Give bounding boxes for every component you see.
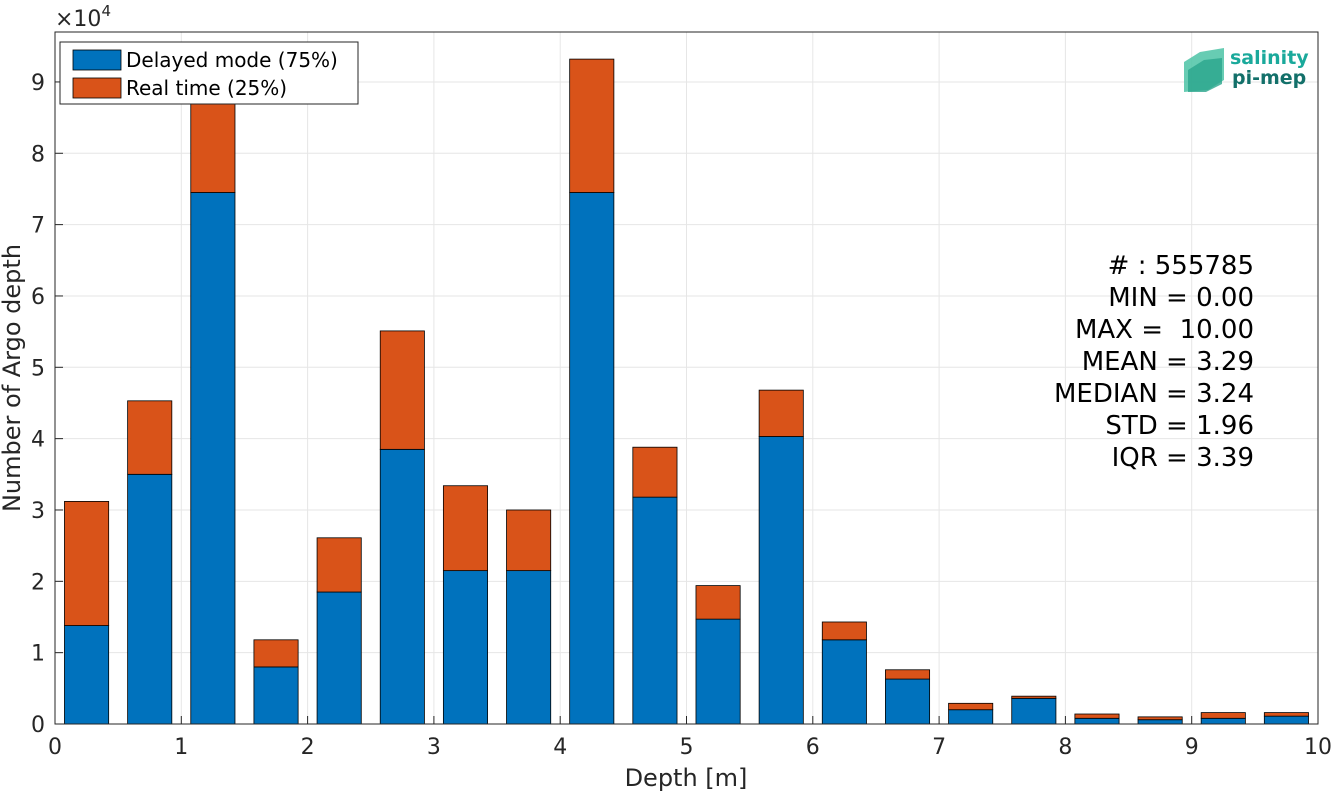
bar-real-time <box>758 389 804 437</box>
x-tick-label: 2 <box>301 735 315 760</box>
x-tick-label: 3 <box>427 735 441 760</box>
bar-real-time <box>1200 712 1246 719</box>
y-tick-label: 2 <box>31 570 45 595</box>
y-tick-label: 0 <box>31 713 45 738</box>
bar-real-time <box>1074 713 1120 719</box>
bar-real-time <box>253 639 299 668</box>
bar-delayed-mode <box>1137 719 1183 725</box>
bar-delayed-mode <box>1200 717 1246 725</box>
bar-delayed-mode <box>632 496 678 725</box>
bar-real-time <box>569 58 615 193</box>
x-tick-label: 4 <box>553 735 567 760</box>
x-tick-label: 8 <box>1058 735 1072 760</box>
x-tick-label: 10 <box>1304 735 1332 760</box>
x-axis-label: Depth [m] <box>625 764 748 792</box>
bar-real-time <box>885 669 931 680</box>
bar-real-time <box>1263 712 1309 717</box>
bar-delayed-mode <box>442 570 488 725</box>
x-tick-label: 6 <box>806 735 820 760</box>
logo-text-salinity: salinity <box>1230 47 1309 69</box>
bar-delayed-mode <box>1263 715 1309 725</box>
bar-real-time <box>1137 716 1183 721</box>
x-tick-label: 1 <box>174 735 188 760</box>
stat-line: MIN = 0.00 <box>1108 283 1254 313</box>
stat-line: STD = 1.96 <box>1105 411 1254 441</box>
y-tick-label: 8 <box>31 142 45 167</box>
bar-real-time <box>948 702 994 711</box>
bar-real-time <box>442 485 488 572</box>
bar-real-time <box>506 509 552 572</box>
x-tick-label: 7 <box>932 735 946 760</box>
bar-delayed-mode <box>379 448 425 725</box>
y-axis-label: Number of Argo depth <box>0 244 26 512</box>
bar-real-time <box>821 621 867 641</box>
bar-delayed-mode <box>506 570 552 725</box>
bar-real-time <box>632 446 678 498</box>
salinity-pi-mep-logo: salinity pi-mep <box>1184 47 1309 92</box>
x-axis: 0 1 2 3 4 5 6 7 8 9 10 <box>48 716 1332 760</box>
y-tick-label: 3 <box>31 499 45 524</box>
bar-real-time <box>1011 695 1057 699</box>
bar-real-time <box>695 585 741 620</box>
bar-delayed-mode <box>316 591 362 725</box>
stat-line: # : 555785 <box>1108 251 1254 281</box>
x-tick-label: 5 <box>680 735 694 760</box>
bar-delayed-mode <box>190 192 236 725</box>
stat-line: MEDIAN = 3.24 <box>1054 379 1254 409</box>
logo-text-pi-mep: pi-mep <box>1232 67 1306 89</box>
bar-delayed-mode <box>758 436 804 725</box>
y-tick-label: 5 <box>31 356 45 381</box>
logo-wave-shape-inner <box>1188 58 1222 92</box>
y-axis: 0 1 2 3 4 5 6 7 8 9 <box>31 71 63 738</box>
bar-delayed-mode <box>695 618 741 725</box>
bar-delayed-mode <box>885 678 931 725</box>
y-tick-label: 7 <box>31 214 45 239</box>
stat-line: MAX = 10.00 <box>1075 315 1254 345</box>
y-tick-label: 1 <box>31 642 45 667</box>
bar-real-time <box>316 537 362 593</box>
bar-delayed-mode <box>1074 717 1120 725</box>
y-tick-label: 9 <box>31 71 45 96</box>
legend-label: Delayed mode (75%) <box>126 48 338 72</box>
bar-delayed-mode <box>253 666 299 725</box>
bar-real-time <box>127 400 173 475</box>
y-tick-label: 4 <box>31 428 45 453</box>
stat-line: IQR = 3.39 <box>1112 443 1254 473</box>
bar-real-time <box>379 330 425 450</box>
legend: Delayed mode (75%) Real time (25%) <box>59 41 359 105</box>
bar-delayed-mode <box>64 625 110 725</box>
bar-delayed-mode <box>1011 697 1057 725</box>
bar-delayed-mode <box>821 639 867 725</box>
y-tick-label: 6 <box>31 285 45 310</box>
stat-line: MEAN = 3.29 <box>1082 347 1254 377</box>
y-axis-multiplier: ×104 <box>55 2 111 32</box>
x-tick-label: 9 <box>1185 735 1199 760</box>
legend-swatch <box>72 49 122 71</box>
x-tick-label: 0 <box>48 735 62 760</box>
bar-real-time <box>64 501 110 626</box>
bars <box>64 58 1309 725</box>
legend-swatch <box>72 77 122 99</box>
bar-delayed-mode <box>569 192 615 725</box>
bar-delayed-mode <box>948 709 994 725</box>
bar-delayed-mode <box>127 473 173 725</box>
legend-label: Real time (25%) <box>126 76 287 100</box>
